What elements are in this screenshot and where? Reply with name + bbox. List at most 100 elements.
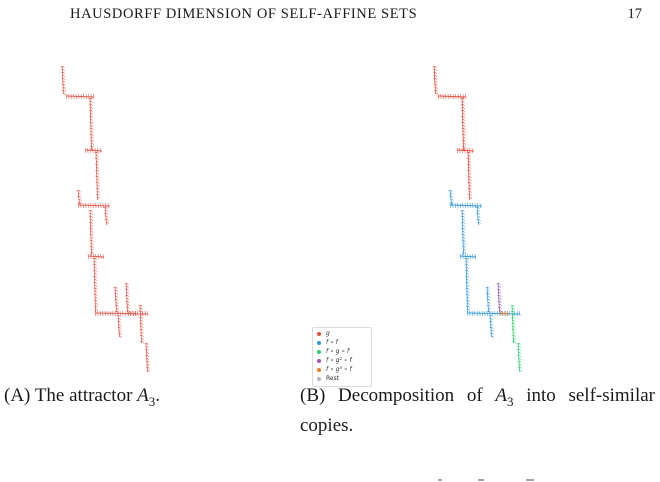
fractal-segment: [102, 310, 104, 317]
fractal-segment: [511, 304, 514, 344]
fractal-segment: [478, 221, 481, 224]
fractal-segment: [462, 227, 466, 230]
fractal-segment: [62, 83, 66, 86]
fractal-segment: [462, 136, 466, 139]
fractal-segment: [95, 253, 97, 260]
fractal-segment: [97, 147, 99, 154]
fractal-segment: [517, 360, 520, 363]
fractal-segment: [61, 65, 65, 68]
fractal-segment: [94, 266, 97, 269]
fractal-segment: [90, 230, 94, 233]
fractal-segment: [87, 253, 89, 260]
fractal-segment: [449, 201, 452, 204]
fractal-segment: [80, 93, 82, 100]
fractal-segment: [519, 369, 523, 372]
fractal-segment: [94, 275, 98, 278]
fractal-segment: [94, 263, 97, 266]
fractal-segment: [90, 224, 94, 227]
fractal-segment: [92, 253, 94, 260]
fractal-segment: [490, 329, 494, 332]
fractal-segment: [466, 151, 469, 154]
fractal-segment: [463, 248, 466, 251]
caption-a-label: (A): [4, 385, 31, 406]
fractal-segment: [497, 282, 501, 285]
fractal-segment: [512, 313, 516, 316]
fractal-segment: [511, 328, 514, 331]
fractal-segment: [472, 202, 474, 209]
fractal-segment: [139, 328, 142, 331]
fractal-segment: [466, 278, 470, 281]
fractal-segment: [83, 93, 85, 100]
fractal-segment: [513, 337, 516, 340]
fractal-segment: [89, 100, 93, 103]
fractal-segment: [77, 189, 81, 192]
fractal-segment: [445, 93, 447, 100]
fractal-segment: [481, 310, 483, 317]
fractal-segment: [145, 342, 149, 345]
fractal-segment: [496, 282, 499, 285]
fractal-segment: [90, 121, 94, 124]
fractal-segment: [78, 192, 81, 195]
fractal-segment: [465, 281, 467, 284]
fractal-segment: [90, 233, 94, 236]
fractal-segment: [433, 83, 436, 86]
fractal-segment: [145, 360, 148, 363]
fractal-segment: [140, 331, 144, 334]
fractal-segment: [488, 307, 491, 310]
next-page-fragment: [438, 479, 534, 481]
fractal-segment: [93, 299, 96, 302]
fractal-segment: [88, 227, 91, 230]
fractal-segment: [96, 175, 100, 178]
fractal-segment: [105, 218, 109, 221]
fractal-segment: [146, 345, 149, 348]
fractal-segment: [145, 366, 148, 369]
fractal-segment: [89, 145, 92, 148]
fractal-segment: [514, 310, 516, 317]
legend-label: Rest: [326, 375, 340, 382]
fractal-segment: [489, 332, 492, 335]
fractal-segment: [496, 310, 498, 317]
fractal-segment: [460, 209, 463, 212]
running-head: HAUSDORFF DIMENSION OF SELF-AFFINE SETS …: [0, 6, 660, 30]
fractal-segment: [435, 92, 439, 95]
fractal-segment: [469, 147, 471, 154]
fractal-segment: [491, 310, 493, 317]
fractal-segment: [89, 212, 93, 215]
fractal-segment: [94, 151, 97, 154]
fractal-segment: [466, 287, 470, 290]
fractal-segment: [464, 275, 467, 278]
fractal-segment: [511, 340, 514, 343]
fractal-segment: [126, 297, 130, 300]
fractal-segment: [518, 354, 522, 357]
fractal-segment: [130, 310, 132, 317]
fractal-segment: [140, 328, 144, 331]
fractal-segment: [127, 309, 131, 312]
fractal-segment: [89, 97, 92, 151]
fractal-segment: [90, 133, 94, 136]
fractal-segment: [89, 233, 91, 236]
fractal-segment: [512, 319, 516, 322]
fractal-segment: [106, 221, 109, 224]
fractal-segment: [462, 118, 466, 121]
fractal-segment: [92, 269, 95, 272]
fractal-segment: [491, 335, 495, 338]
fractal-segment: [460, 115, 463, 118]
fractal-segment: [467, 305, 470, 308]
fractal-segment: [452, 202, 454, 209]
fractal-segment: [434, 71, 437, 74]
fractal-segment: [513, 340, 517, 343]
fractal-segment: [107, 310, 109, 317]
fractal-segment: [466, 296, 470, 299]
fractal-segment: [457, 93, 459, 100]
fractal-segment: [140, 325, 144, 328]
fractal-segment: [462, 127, 466, 130]
legend-label: f ∘ g² ∘ f: [326, 357, 352, 364]
fractal-segment: [437, 95, 467, 98]
fractal-segment: [464, 202, 466, 209]
fractal-segment: [457, 202, 459, 209]
fractal-segment: [95, 202, 97, 209]
fractal-segment: [88, 221, 91, 224]
fractal-segment: [125, 282, 129, 285]
fractal-segment: [126, 285, 129, 288]
fractal-segment: [462, 236, 466, 239]
